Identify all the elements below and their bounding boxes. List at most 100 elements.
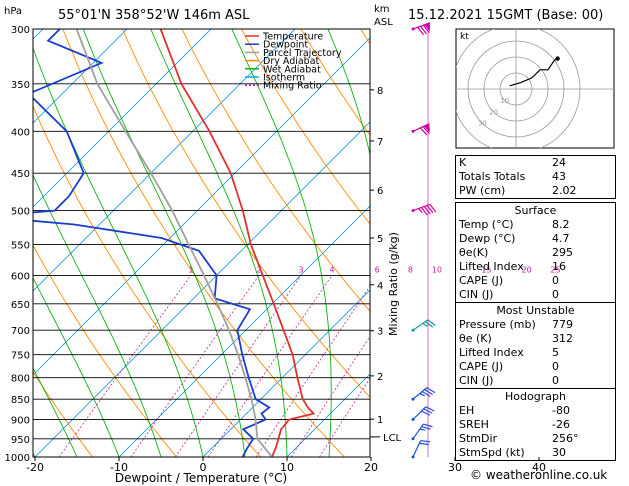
temperature-tick-label: 0 [200,461,207,474]
index-label: Totals Totals [459,170,526,183]
pressure-tick-label: 850 [11,395,30,406]
hodograph-end-point [555,56,560,61]
wind-barb [411,22,431,36]
series-parcel-trajectory [75,29,273,457]
surface-value: 0 [552,288,559,301]
surface-title: Surface [514,204,557,217]
surface-value: 295 [552,246,573,259]
index-label: K [459,156,467,169]
hodograph-value: 30 [552,446,566,459]
temperature-tick-label: -10 [110,461,128,474]
most-unstable-value: 0 [552,360,559,373]
isotherm-line [202,289,370,457]
asl-label: ASL [374,17,393,28]
temperature-tick-label: 30 [448,461,462,474]
index-row: PW (cm) 2.02 [456,184,615,198]
hodograph-frame [455,28,615,149]
wet-adiabat-line [327,29,370,157]
km-tick-label: 5 [377,234,383,245]
mixing-ratio-label: 10 [432,265,442,274]
isotherm-line [33,29,128,124]
isotherm-line [286,373,370,457]
surface-label: CAPE (J) [459,274,504,287]
hodograph-ring-label: 10 [500,97,509,105]
wind-barb [411,203,437,216]
most-unstable-value: 779 [552,318,573,331]
mixing-ratio-label: 15 [481,265,491,274]
km-tick-label: 1 [377,415,383,426]
hodograph-unit-label: kt [460,32,469,42]
temperature-tick-label: -20 [26,461,44,474]
km-tick-label: 4 [377,281,383,292]
surface-label: Temp (°C) [459,218,514,231]
surface-value: 16 [552,260,566,273]
isotherm-line [118,205,370,457]
pressure-tick-label: 350 [11,80,30,91]
most-unstable-label: Pressure (mb) [459,318,536,331]
km-tick-label: 8 [377,86,383,97]
km-tick-label: 6 [377,186,383,197]
surface-label: Dewp (°C) [459,232,516,245]
mixing-ratio-label: 25 [550,265,560,274]
surface-row: Temp (°C) 8.2 [456,218,615,232]
index-value: 43 [552,170,566,183]
mixing-ratio-label: 3 [298,265,303,274]
pressure-tick-label: 750 [11,351,30,362]
wet-adiabat-line [413,29,451,457]
plot-frame [32,28,371,458]
surface-row: CAPE (J) 0 [456,274,615,288]
series-temperature [159,29,316,457]
mixing-ratio-label: 8 [408,265,413,274]
isotherm-line [33,37,370,376]
legend-label: Wet Adiabat [263,64,321,75]
index-row: Totals Totals 43 [456,170,615,184]
dry-adiabat-line [33,370,93,457]
pressure-tick-label: 1000 [5,453,30,464]
x-axis-label: Dewpoint / Temperature (°C) [115,471,287,485]
most-unstable-row: CIN (J) 0 [456,374,615,388]
mixing-ratio-line [319,377,370,457]
mixing-ratio-line [175,275,302,457]
pressure-tick-label: 400 [11,127,30,138]
index-row: K 24 [456,156,615,170]
mixing-ratio-label: 1 [188,265,193,274]
surface-row: CIN (J) 0 [456,288,615,302]
pressure-tick-label: 500 [11,207,30,218]
credit-text: © weatheronline.co.uk [470,468,608,482]
pressure-tick-label: 550 [11,240,30,251]
pressure-tick-label: 950 [11,435,30,446]
surface-value: 0 [552,274,559,287]
dry-adiabat-line [33,105,261,457]
indices-table: K 24 Totals Totals 43 PW (cm) 2.02 [455,155,616,199]
dry-adiabat-line [241,29,370,225]
hodograph-table-title: Hodograph [505,390,566,403]
index-value: 24 [552,156,566,169]
surface-row: Lifted Index 16 [456,260,615,274]
pressure-tick-label: 800 [11,374,30,385]
most-unstable-label: CIN (J) [459,374,494,387]
hpa-label: hPa [4,6,22,17]
most-unstable-label: θe (K) [459,332,492,345]
isotherm-line [34,121,370,457]
wind-barb [411,440,431,459]
hodograph-trace [509,58,558,87]
legend-label: Dewpoint [263,40,308,51]
valid-time-header: 15.12.2021 15GMT (Base: 00) [408,8,604,23]
surface-label: Lifted Index [459,260,524,273]
wet-adiabat-line [82,29,246,457]
wind-barb [411,387,436,401]
temperature-tick-label: 40 [532,461,546,474]
wind-barb [411,123,430,136]
mixing-ratio-line [130,275,260,457]
hodograph-value: -80 [552,404,570,417]
most-unstable-label: Lifted Index [459,346,524,359]
mixing-ratio-label: 6 [375,265,380,274]
most-unstable-value: 0 [552,374,559,387]
series-dewpoint [33,29,271,457]
km-label: km [374,4,390,15]
most-unstable-title: Most Unstable [496,304,575,317]
hodograph-ring-label: 30 [478,120,487,128]
pressure-tick-label: 300 [11,25,30,36]
legend-label: Temperature [262,32,323,43]
